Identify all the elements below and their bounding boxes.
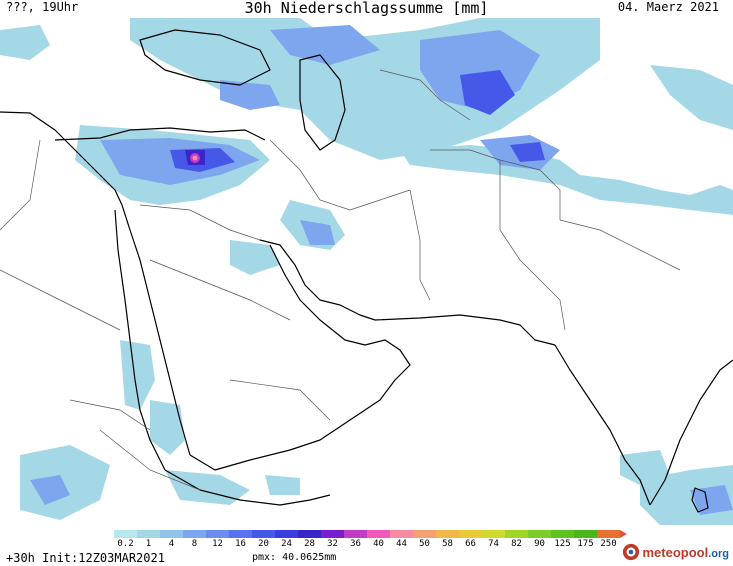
colorbar-tick-label: 175 <box>577 539 594 549</box>
colorbar-tick-label: 40 <box>373 539 384 549</box>
colorbar-segment <box>275 530 298 538</box>
location-time-label: ???, 19Uhr <box>6 0 79 14</box>
colorbar <box>114 530 620 538</box>
colorbar-tick-label: 82 <box>511 539 522 549</box>
init-time-label: +30h Init:12Z03MAR2021 <box>6 551 165 565</box>
colorbar-segment <box>160 530 183 538</box>
coastlines <box>0 29 733 513</box>
colorbar-segment <box>137 530 160 538</box>
map-title: 30h Niederschlagssumme [mm] <box>244 0 489 17</box>
colorbar-tick-label: 58 <box>442 539 453 549</box>
colorbar-tick-label: 4 <box>168 539 175 549</box>
colorbar-segment <box>528 530 551 538</box>
colorbar-segment <box>321 530 344 538</box>
colorbar-tick-label: 125 <box>554 539 571 549</box>
colorbar-segment <box>206 530 229 538</box>
colorbar-tick-label: 16 <box>235 539 246 549</box>
colorbar-segment <box>597 530 620 538</box>
precipitation-shading <box>0 18 733 525</box>
colorbar-tick-label: 90 <box>534 539 545 549</box>
colorbar-segment <box>574 530 597 538</box>
colorbar-tick-label: 74 <box>488 539 499 549</box>
footer-bar: 0.2 1 4 8 12 16 20 24 28 32 36 40 44 50 58 66 74 82 90 125 1… <box>0 525 733 566</box>
colorbar-tick-label: 24 <box>281 539 292 549</box>
pmx-label: pmx: 40.0625mm <box>252 552 337 563</box>
map-canvas <box>0 18 733 525</box>
colorbar-tick-label: 66 <box>465 539 476 549</box>
colorbar-tick-label: 0.2 <box>117 539 134 549</box>
colorbar-tick-label: 1 <box>145 539 152 549</box>
colorbar-tick-label: 44 <box>396 539 407 549</box>
colorbar-segment <box>298 530 321 538</box>
colorbar-segment <box>183 530 206 538</box>
meteopool-logo-text: meteopool.org <box>642 544 729 560</box>
colorbar-segment <box>413 530 436 538</box>
colorbar-segment <box>252 530 275 538</box>
colorbar-tick-label: 20 <box>258 539 269 549</box>
colorbar-segment <box>459 530 482 538</box>
date-label: 04. Maerz 2021 <box>617 0 719 14</box>
meteopool-logo-icon <box>623 543 640 561</box>
header-bar: ???, 19Uhr 30h Niederschlagssumme [mm] 0… <box>0 0 733 18</box>
colorbar-segment <box>436 530 459 538</box>
colorbar-segment <box>390 530 413 538</box>
colorbar-ticks: 0.2 1 4 8 12 16 20 24 28 32 36 40 44 50 58 66 74 82 90 125 1… <box>0 539 733 551</box>
meteopool-logo[interactable]: meteopool.org <box>622 543 729 561</box>
precipitation-map <box>0 18 733 525</box>
colorbar-segment <box>482 530 505 538</box>
colorbar-tick-label: 36 <box>350 539 361 549</box>
colorbar-tick-label: 28 <box>304 539 315 549</box>
colorbar-segment <box>367 530 390 538</box>
colorbar-segment <box>114 530 137 538</box>
colorbar-tick-label: 250 <box>600 539 617 549</box>
colorbar-segment <box>344 530 367 538</box>
colorbar-tick-label: 50 <box>419 539 430 549</box>
colorbar-tick-label: 8 <box>191 539 198 549</box>
colorbar-segment <box>229 530 252 538</box>
colorbar-tick-label: 32 <box>327 539 338 549</box>
colorbar-segment <box>551 530 574 538</box>
colorbar-arrow <box>620 530 627 538</box>
colorbar-tick-label: 12 <box>212 539 223 549</box>
country-borders <box>0 69 681 491</box>
colorbar-segment <box>505 530 528 538</box>
